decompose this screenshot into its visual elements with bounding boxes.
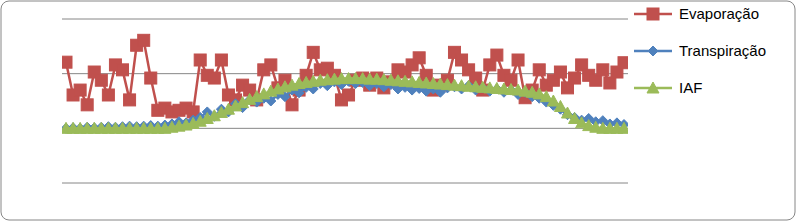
data-point [604, 77, 616, 89]
chart-frame [1, 1, 795, 220]
plot-area [62, 34, 628, 133]
data-point [194, 54, 206, 66]
chart: Evaporação Transpiração IAF [0, 0, 796, 221]
series-line [66, 79, 624, 129]
legend-label: Evaporação [679, 5, 759, 22]
data-point [208, 72, 220, 84]
data-point [138, 34, 150, 46]
data-point [533, 64, 545, 76]
series [62, 34, 628, 118]
data-point [102, 89, 114, 101]
data-point [81, 99, 93, 111]
data-point [307, 46, 319, 58]
data-point [124, 94, 136, 106]
legend-label: Transpiração [679, 42, 766, 59]
data-point [74, 84, 86, 96]
data-point [117, 64, 129, 76]
legend-marker [647, 8, 659, 20]
data-point [413, 52, 425, 64]
grid-line [62, 183, 628, 184]
data-point [491, 49, 503, 61]
data-point [145, 72, 157, 84]
data-point [554, 66, 566, 78]
legend: Evaporação Transpiração IAF [634, 5, 766, 96]
legend-label: IAF [679, 79, 702, 96]
legend-marker [647, 82, 659, 93]
data-point [95, 74, 107, 86]
data-point [618, 57, 628, 69]
legend-marker [648, 46, 658, 56]
series [62, 76, 628, 133]
data-point [618, 122, 628, 133]
data-point [215, 54, 227, 66]
data-point [512, 54, 524, 66]
data-point [597, 64, 609, 76]
data-point [62, 56, 72, 68]
data-point [265, 59, 277, 71]
data-point [286, 99, 298, 111]
data-point [547, 95, 559, 106]
series [62, 73, 628, 134]
grid-line [62, 19, 628, 20]
data-point [561, 107, 573, 118]
series-line [66, 40, 624, 112]
data-point [343, 89, 355, 101]
data-point [569, 72, 581, 84]
data-point [554, 100, 566, 111]
